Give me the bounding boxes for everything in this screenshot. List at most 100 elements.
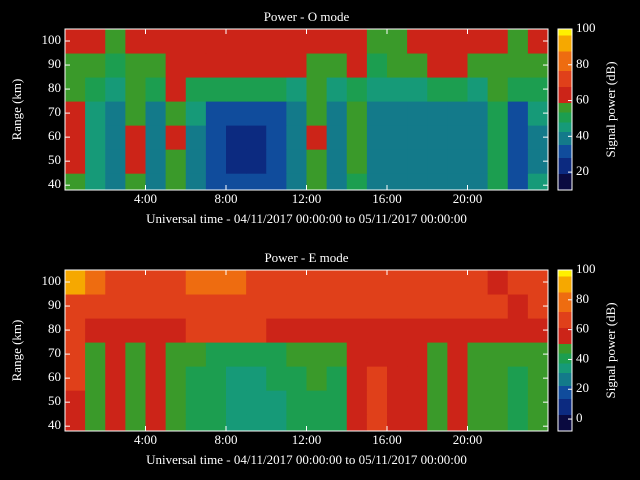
heatmap-cell [286,29,307,54]
heatmap-cell [346,390,368,415]
heatmap-cell [427,125,448,150]
heatmap-cell [467,173,489,191]
heatmap-cell [165,77,187,102]
y-tick-label: 40 [48,176,61,191]
heatmap-cell [266,270,287,295]
heatmap-cell [447,125,468,150]
heatmap-cell [165,101,187,126]
heatmap-cell [185,77,207,102]
heatmap-cell [346,318,368,343]
panel-title: Power - O mode [264,9,350,24]
heatmap-cell [447,270,468,295]
heatmap-cell [427,29,448,54]
heatmap-cell [467,125,489,150]
heatmap-cell [306,149,328,174]
heatmap-cell [205,125,227,150]
heatmap-cell [447,29,468,54]
heatmap-cell [346,149,368,174]
heatmap-cell [527,77,549,102]
heatmap-cell [185,342,207,367]
heatmap-cell [185,414,207,432]
heatmap-cell [165,270,187,295]
heatmap-cell [125,53,146,78]
heatmap-cell [165,294,187,319]
heatmap-cell [487,414,509,432]
heatmap-cell [326,77,348,102]
heatmap-cell [447,390,468,415]
heatmap-cell [447,414,468,432]
heatmap-cell [65,390,86,415]
heatmap-cell [507,318,529,343]
heatmap-cell [65,294,86,319]
heatmap-cell [326,342,348,367]
heatmap-cell [387,149,408,174]
heatmap-cell [105,77,126,102]
y-axis-label: Range (km) [9,320,24,382]
panel-title: Power - E mode [264,250,348,265]
heatmap-cell [427,414,448,432]
heatmap-cell [447,294,468,319]
heatmap-cell [286,414,307,432]
heatmap-cell [407,125,428,150]
heatmap-cell [205,414,227,432]
heatmap-cell [145,414,167,432]
heatmap-cell [165,149,187,174]
heatmap-cell [105,342,126,367]
heatmap-cell [266,29,287,54]
heatmap-cell [306,366,328,391]
heatmap-cell [346,53,368,78]
heatmap-cell [205,318,227,343]
heatmap-cell [366,29,388,54]
heatmap-cell [205,342,227,367]
heatmap-cell [346,29,368,54]
heatmap-cell [145,318,167,343]
heatmap-cell [527,270,549,295]
y-tick-label: 50 [48,393,61,408]
heatmap-cell [246,173,267,191]
heatmap-cell [105,29,126,54]
heatmap-cell [145,53,167,78]
heatmap-cell [387,294,408,319]
heatmap-cell [387,366,408,391]
heatmap-cell [306,125,328,150]
heatmap-cell [487,173,509,191]
heatmap-cell [125,125,146,150]
heatmap-cell [306,414,328,432]
heatmap-cell [366,366,388,391]
heatmap-cell [407,390,428,415]
heatmap-cell [165,29,187,54]
heatmap-cell [85,53,106,78]
heatmap-cell [306,29,328,54]
heatmap-cell [226,342,247,367]
colorbar-tick-label: 0 [576,410,583,425]
heatmap-cell [266,149,287,174]
heatmap-cell [487,101,509,126]
heatmap-cell [447,173,468,191]
heatmap-cell [205,366,227,391]
heatmap-cell [487,53,509,78]
heatmap-cell [266,342,287,367]
heatmap-cell [527,414,549,432]
heatmap-cell [205,29,227,54]
heatmap-cell [125,342,146,367]
heatmap-cell [226,294,247,319]
heatmap-cell [387,53,408,78]
heatmap-cell [306,53,328,78]
heatmap-cell [487,294,509,319]
heatmap-cell [246,294,267,319]
heatmap-cell [407,366,428,391]
heatmap-cell [527,149,549,174]
heatmap-cell [286,294,307,319]
heatmap-cell [145,173,167,191]
heatmap-cell [165,414,187,432]
y-tick-label: 70 [48,104,61,119]
x-tick-label: 20:00 [453,432,483,447]
heatmap-cell [427,53,448,78]
colorbar-tick-label: 60 [576,321,589,336]
x-tick-label: 4:00 [134,191,157,206]
heatmap-cell [286,173,307,191]
heatmap-cell [165,342,187,367]
heatmap-cell [205,294,227,319]
heatmap-cell [85,294,106,319]
heatmap-cell [226,414,247,432]
